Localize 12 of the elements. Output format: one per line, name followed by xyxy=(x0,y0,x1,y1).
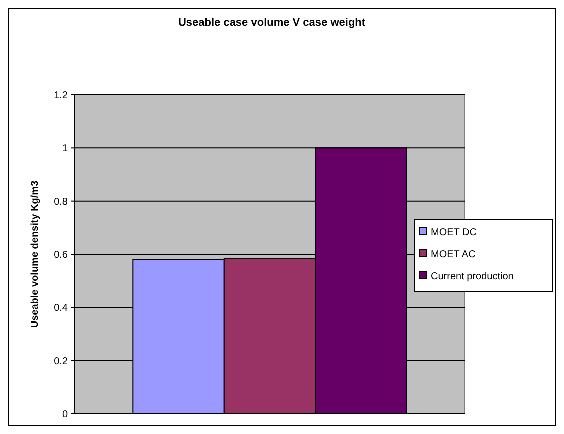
y-tick-label: 0 xyxy=(62,410,68,420)
y-tick-label: 1 xyxy=(62,144,68,155)
y-tick-label: 0.8 xyxy=(54,196,68,208)
y-axis-title: Useable volume density Kg/m3 xyxy=(30,180,41,328)
y-tick-label: 0.6 xyxy=(54,250,68,261)
y-tick-label: 0.2 xyxy=(54,356,68,368)
y-tick-label: 1.2 xyxy=(54,90,68,102)
y-tick-label: 0.4 xyxy=(54,303,68,314)
legend-label: Current production xyxy=(431,272,514,282)
legend-label: MOET AC xyxy=(431,250,476,260)
legend-label: MOET DC xyxy=(431,228,477,238)
chart-title: Useable case volume V case weight xyxy=(178,17,366,29)
